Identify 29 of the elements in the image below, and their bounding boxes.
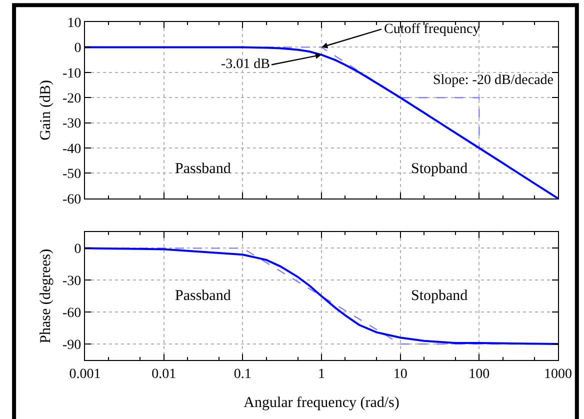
- y-tick-label: -40: [62, 142, 82, 157]
- x-axis-title: Angular frequency (rad/s): [244, 394, 400, 411]
- annotation: Passband: [175, 288, 232, 304]
- y-tick-label: 10: [67, 16, 82, 31]
- x-tick-label: 1000: [544, 366, 572, 382]
- y-tick-label: 0: [74, 41, 82, 56]
- x-tick-label: 10: [393, 366, 408, 382]
- y-tick-label: -20: [62, 92, 82, 107]
- y-tick-label: -50: [62, 167, 82, 182]
- annotation: Cutoff frequency: [384, 22, 480, 37]
- y-tick-label: -60: [62, 192, 82, 208]
- annotation: Slope: -20 dB/decade: [433, 73, 554, 88]
- x-tick-label: 1: [318, 366, 325, 382]
- x-tick-label: 100: [468, 366, 490, 382]
- y-axis-title: Phase (degrees): [38, 248, 54, 344]
- x-tick-label: 0.01: [152, 366, 176, 382]
- annotation: Stopband: [411, 288, 468, 304]
- y-tick-label: -10: [62, 66, 82, 82]
- x-tick-label: 0.001: [69, 366, 101, 382]
- y-tick-label: -30: [62, 116, 82, 132]
- y-axis-title: Gain (dB): [38, 80, 54, 140]
- y-tick-label: -30: [62, 274, 82, 290]
- y-tick-label: -60: [62, 306, 82, 321]
- annotation: Stopband: [411, 161, 468, 177]
- annotation: -3.01 dB: [221, 57, 270, 72]
- y-tick-label: -90: [62, 338, 82, 353]
- x-tick-label: 0.1: [234, 366, 252, 382]
- annotation: Passband: [175, 161, 232, 177]
- y-tick-label: 0: [74, 242, 82, 258]
